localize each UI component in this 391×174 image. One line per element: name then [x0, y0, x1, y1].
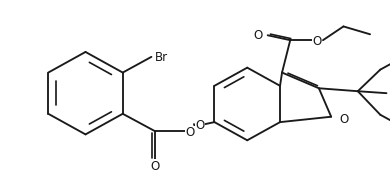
Text: O: O [253, 29, 263, 42]
Text: O: O [339, 113, 349, 126]
Text: O: O [186, 126, 195, 139]
Text: O: O [151, 160, 160, 173]
Text: Br: Br [154, 51, 168, 64]
Text: O: O [312, 35, 321, 48]
Text: O: O [196, 119, 205, 132]
